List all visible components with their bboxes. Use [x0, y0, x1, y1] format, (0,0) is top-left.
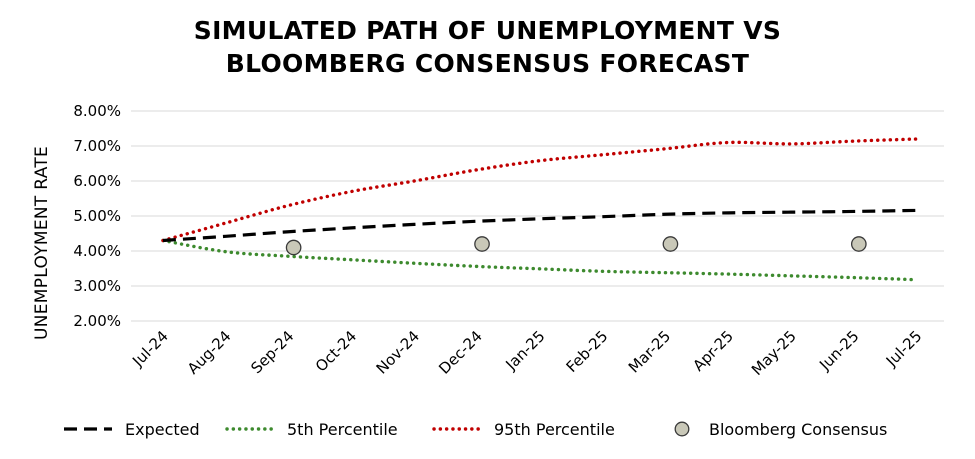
y-tick-label: 2.00% [73, 312, 121, 330]
legend: Expected 5th Percentile 95th Percentile Blo… [64, 420, 887, 439]
legend-swatch-bloomberg-consensus [674, 421, 690, 437]
x-tick-label: Jul-25 [882, 327, 926, 371]
chart-title: SIMULATED PATH OF UNEMPLOYMENT VS BLOOMB… [0, 14, 975, 80]
chart-title-line-2: BLOOMBERG CONSENSUS FORECAST [225, 49, 750, 78]
x-tick-label: Oct-24 [312, 327, 360, 375]
x-tick-label: Nov-24 [373, 327, 423, 377]
x-tick-label: Jun-25 [815, 327, 862, 374]
x-tick-label: Mar-25 [625, 327, 674, 376]
chart-title-line-1: SIMULATED PATH OF UNEMPLOYMENT VS [193, 16, 782, 45]
legend-label-bloomberg-consensus: Bloomberg Consensus [709, 420, 887, 439]
y-tick-label: 7.00% [73, 137, 121, 155]
5th-percentile-line [161, 238, 919, 282]
y-tick-label: 6.00% [73, 172, 121, 190]
legend-label-expected: Expected [125, 420, 200, 439]
x-tick-label: Sep-24 [247, 327, 297, 377]
legend-label-5th-percentile: 5th Percentile [287, 420, 398, 439]
y-tick-label: 5.00% [73, 207, 121, 225]
x-tick-label: Feb-25 [563, 327, 612, 376]
bloomberg-consensus-marker [474, 236, 490, 252]
bloomberg-consensus-marker [285, 239, 302, 256]
y-axis-label: UNEMPLOYMENT RATE [32, 146, 52, 340]
x-tick-label: Apr-25 [689, 327, 737, 375]
x-tick-label: Jul-24 [128, 327, 172, 371]
x-tick-labels: Jul-24 Aug-24 Sep-24 Oct-24 Nov-24 Dec-24 Jan-… [128, 327, 925, 379]
y-tick-label: 3.00% [73, 277, 121, 295]
x-tick-label: Jan-25 [502, 327, 549, 374]
bloomberg-consensus-marker [850, 236, 867, 252]
gridlines [131, 110, 944, 322]
x-tick-label: Dec-24 [435, 327, 486, 378]
expected-line [162, 208, 917, 243]
y-tick-label: 8.00% [73, 102, 121, 120]
y-tick-labels: 2.00% 3.00% 4.00% 5.00% 6.00% 7.00% 8.00% [73, 102, 121, 330]
x-tick-label: May-25 [748, 327, 800, 379]
95th-percentile-line [161, 137, 919, 243]
bloomberg-consensus-marker [662, 236, 679, 252]
y-tick-label: 4.00% [73, 242, 121, 260]
series-layer [161, 137, 919, 282]
x-tick-label: Aug-24 [184, 327, 235, 378]
legend-label-95th-percentile: 95th Percentile [494, 420, 615, 439]
